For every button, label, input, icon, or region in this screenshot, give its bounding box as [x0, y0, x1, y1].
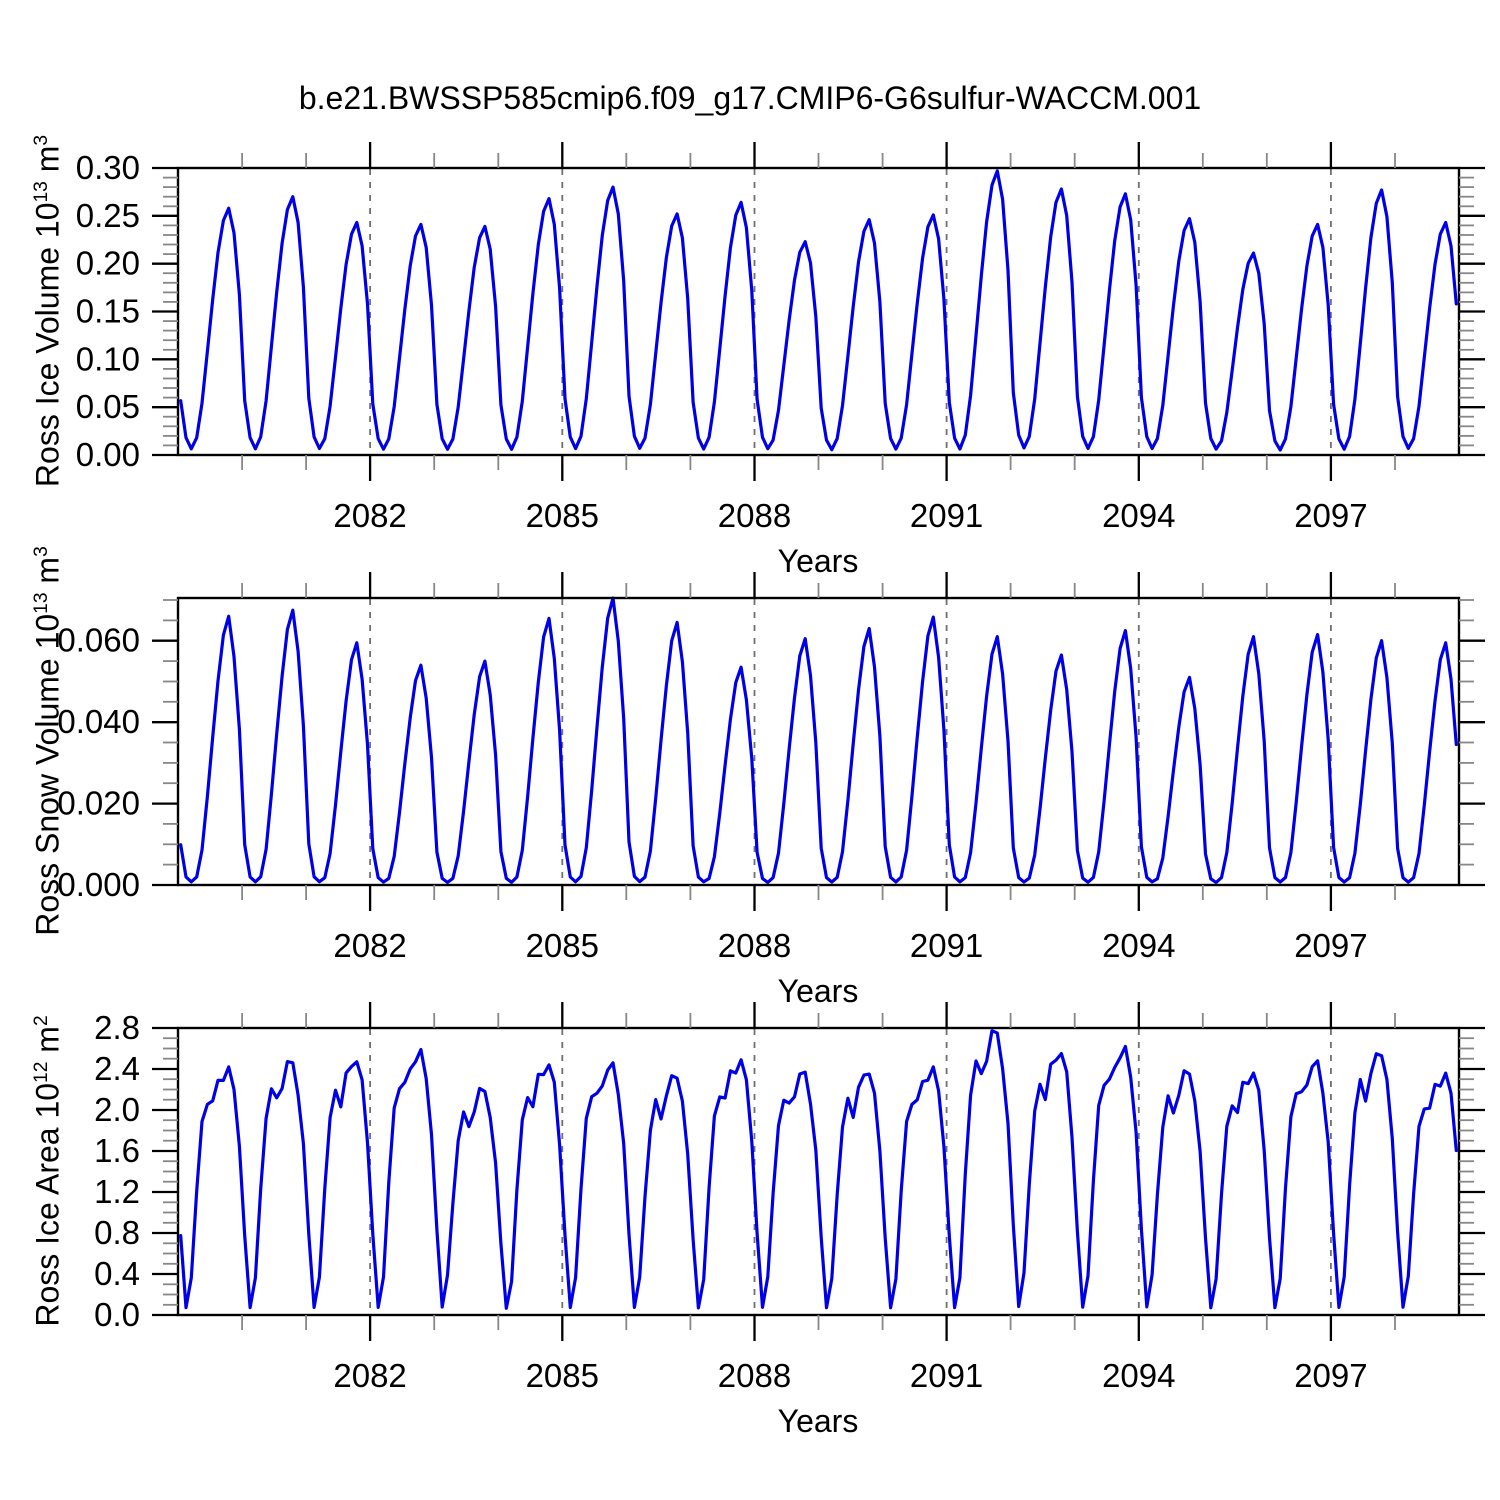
x-tick-label: 2091	[910, 1357, 983, 1394]
x-tick-label: 2082	[333, 497, 406, 534]
x-axis-title: Years	[777, 1403, 859, 1439]
y-tick-label: 0.4	[94, 1255, 140, 1292]
y-tick-label: 0.060	[57, 622, 140, 659]
x-tick-label: 2088	[718, 497, 791, 534]
y-tick-label: 2.4	[94, 1050, 140, 1087]
x-axis-title: Years	[777, 973, 859, 1009]
y-tick-label: 1.6	[94, 1132, 140, 1169]
y-tick-label: 0.05	[76, 388, 140, 425]
y-tick-label: 0.020	[57, 785, 140, 822]
y-tick-label: 0.040	[57, 703, 140, 740]
y-tick-label: 0.8	[94, 1214, 140, 1251]
y-tick-label: 0.15	[76, 293, 140, 330]
x-axis-title: Years	[777, 543, 859, 579]
snow-volume-chart: 2082 2085 2088 2091 2094 2097 0.000 0.020 0.040 0…	[57, 572, 1485, 964]
plot-title: b.e21.BWSSP585cmip6.f09_g17.CMIP6-G6sulf…	[298, 80, 1202, 116]
y-axis-title-unit-exponent: 3	[31, 546, 52, 557]
y-tick-label: 2.8	[94, 1009, 140, 1046]
y-tick-label: 0.30	[76, 149, 140, 186]
x-tick-label: 2085	[526, 927, 599, 964]
ice-volume-chart: 2082 2085 2088 2091 2094 2097 0.00 0.05 0.10 0.15…	[76, 142, 1485, 534]
y-tick-label: 0.20	[76, 245, 140, 282]
x-tick-label: 2082	[333, 1357, 406, 1394]
x-tick-label: 2091	[910, 927, 983, 964]
y-tick-label: 0.25	[76, 197, 140, 234]
y-tick-label: 0.000	[57, 866, 140, 903]
x-tick-label: 2082	[333, 927, 406, 964]
ross-ice-area-line	[179, 1029, 1458, 1310]
x-tick-label: 2091	[910, 497, 983, 534]
y-tick-label: 0.10	[76, 340, 140, 377]
ice-area-chart: 2082 2085 2088 2091 2094 2097 0.0 0.4 0.8 1.2 1.6 2…	[94, 1002, 1485, 1394]
x-tick-label: 2088	[718, 927, 791, 964]
x-tick-label: 2097	[1294, 1357, 1367, 1394]
x-tick-label: 2085	[526, 1357, 599, 1394]
y-tick-label: 0.0	[94, 1296, 140, 1333]
y-tick-label: 1.2	[94, 1173, 140, 1210]
ross-ice-volume-line	[179, 169, 1458, 452]
x-tick-label: 2088	[718, 1357, 791, 1394]
x-tick-label: 2094	[1102, 497, 1175, 534]
x-tick-label: 2097	[1294, 927, 1367, 964]
x-tick-label: 2094	[1102, 1357, 1175, 1394]
y-tick-label: 0.00	[76, 436, 140, 473]
x-tick-label: 2097	[1294, 497, 1367, 534]
y-tick-label: 2.0	[94, 1091, 140, 1128]
x-tick-label: 2085	[526, 497, 599, 534]
x-tick-label: 2094	[1102, 927, 1175, 964]
ross-snow-volume-line	[179, 596, 1458, 885]
